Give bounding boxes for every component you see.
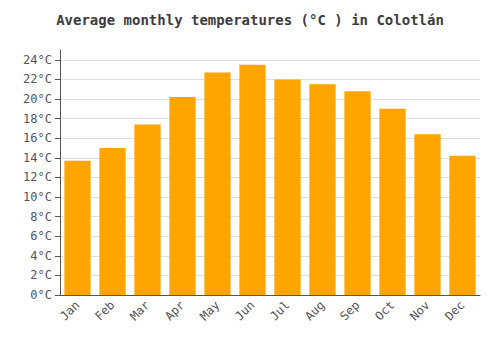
- svg-text:4°C: 4°C: [30, 249, 52, 263]
- svg-text:Jul: Jul: [267, 298, 292, 323]
- svg-text:10°C: 10°C: [23, 190, 52, 204]
- svg-text:Dec: Dec: [442, 298, 467, 323]
- svg-text:Oct: Oct: [372, 298, 397, 323]
- svg-text:Apr: Apr: [162, 298, 187, 323]
- svg-text:18°C: 18°C: [23, 112, 52, 126]
- svg-text:May: May: [197, 298, 222, 323]
- svg-text:Nov: Nov: [407, 298, 432, 323]
- svg-text:2°C: 2°C: [30, 268, 52, 282]
- svg-text:8°C: 8°C: [30, 210, 52, 224]
- svg-text:12°C: 12°C: [23, 170, 52, 184]
- svg-text:0°C: 0°C: [30, 288, 52, 302]
- svg-text:Aug: Aug: [302, 298, 327, 323]
- svg-text:Sep: Sep: [337, 298, 362, 323]
- svg-text:Average monthly temperatures (: Average monthly temperatures (°C ) in Co…: [56, 12, 444, 28]
- svg-text:20°C: 20°C: [23, 92, 52, 106]
- svg-text:14°C: 14°C: [23, 151, 52, 165]
- svg-text:22°C: 22°C: [23, 72, 52, 86]
- svg-text:Jun: Jun: [232, 298, 257, 323]
- svg-text:Feb: Feb: [92, 298, 117, 323]
- svg-text:Mar: Mar: [127, 298, 152, 323]
- svg-text:24°C: 24°C: [23, 53, 52, 67]
- svg-text:6°C: 6°C: [30, 229, 52, 243]
- svg-text:16°C: 16°C: [23, 131, 52, 145]
- svg-text:Jan: Jan: [57, 298, 82, 323]
